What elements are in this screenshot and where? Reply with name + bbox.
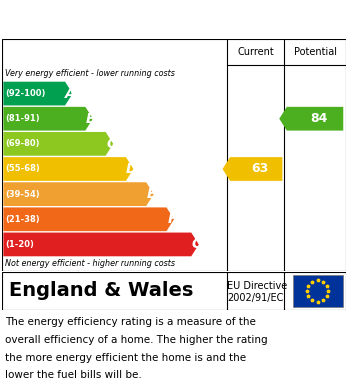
Text: D: D <box>126 162 137 176</box>
Text: (69-80): (69-80) <box>6 139 40 148</box>
Text: Energy Efficiency Rating: Energy Efficiency Rating <box>7 11 229 27</box>
Text: Potential: Potential <box>294 47 337 57</box>
Text: F: F <box>167 212 177 226</box>
Text: lower the fuel bills will be.: lower the fuel bills will be. <box>6 370 142 380</box>
Bar <box>293 275 342 307</box>
Polygon shape <box>3 207 174 231</box>
Text: (39-54): (39-54) <box>6 190 40 199</box>
Text: (92-100): (92-100) <box>6 89 46 98</box>
Text: G: G <box>191 237 203 251</box>
Text: Not energy efficient - higher running costs: Not energy efficient - higher running co… <box>5 260 175 269</box>
Text: E: E <box>147 187 157 201</box>
Text: 2002/91/EC: 2002/91/EC <box>227 293 284 303</box>
Polygon shape <box>3 157 134 181</box>
Text: 84: 84 <box>310 112 327 125</box>
Text: The energy efficiency rating is a measure of the: The energy efficiency rating is a measur… <box>6 317 256 327</box>
Polygon shape <box>222 157 282 181</box>
Polygon shape <box>279 107 343 131</box>
Text: the more energy efficient the home is and the: the more energy efficient the home is an… <box>6 353 247 362</box>
Text: England & Wales: England & Wales <box>9 282 193 301</box>
Text: EU Directive: EU Directive <box>227 282 287 291</box>
Text: (1-20): (1-20) <box>6 240 34 249</box>
Polygon shape <box>3 132 113 156</box>
Text: B: B <box>86 112 96 126</box>
Polygon shape <box>3 182 154 206</box>
Text: C: C <box>106 137 116 151</box>
Text: Very energy efficient - lower running costs: Very energy efficient - lower running co… <box>5 68 175 77</box>
Polygon shape <box>3 107 93 131</box>
Text: (21-38): (21-38) <box>6 215 40 224</box>
Text: A: A <box>65 86 76 100</box>
Text: Current: Current <box>237 47 274 57</box>
Polygon shape <box>3 82 73 106</box>
Text: (55-68): (55-68) <box>6 165 40 174</box>
Text: 63: 63 <box>251 163 269 176</box>
Text: overall efficiency of a home. The higher the rating: overall efficiency of a home. The higher… <box>6 335 268 345</box>
Polygon shape <box>3 233 199 256</box>
Text: (81-91): (81-91) <box>6 114 40 123</box>
